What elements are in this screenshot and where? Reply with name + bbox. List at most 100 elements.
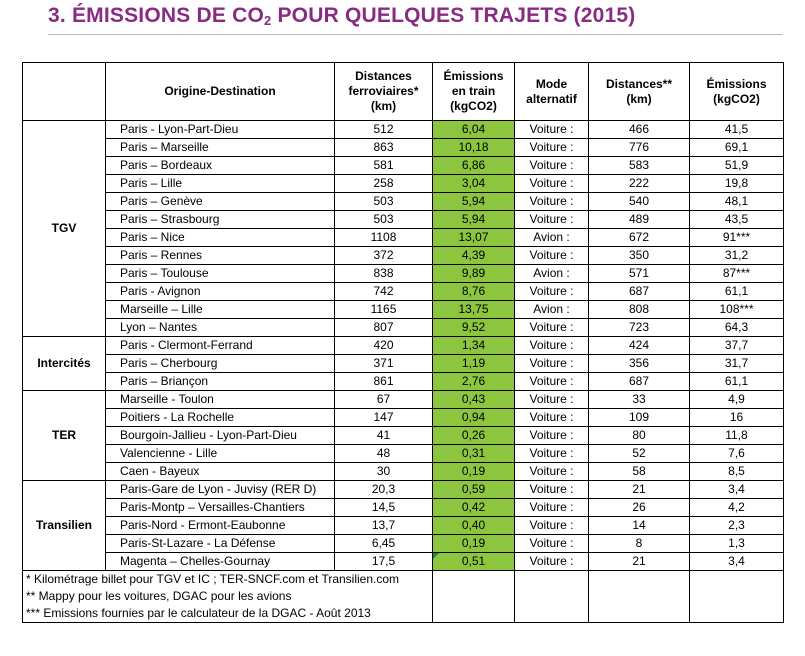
alt-emissions-cell: 64,3	[689, 318, 784, 337]
alt-mode-cell: Voiture :	[514, 462, 589, 481]
origin-destination-cell: Paris – Toulouse	[105, 264, 335, 283]
rail-distance-cell: 503	[334, 192, 433, 211]
origin-destination-cell: Marseille - Toulon	[105, 390, 335, 409]
alt-distance-cell: 808	[588, 300, 690, 319]
origin-destination-cell: Paris-Gare de Lyon - Juvisy (RER D)	[105, 480, 335, 499]
alt-distance-cell: 424	[588, 336, 690, 355]
header-alt-distance: Distances** (km)	[588, 62, 690, 121]
table-row: TGV Paris - Lyon-Part-Dieu 512 6,04 Voiture …	[22, 120, 784, 337]
origin-destination-cell: Paris – Marseille	[105, 138, 335, 157]
table-row: Paris – Lille 258 3,04 Voiture :222 19,8	[23, 174, 784, 193]
rail-distance-cell: 17,5	[334, 552, 433, 571]
alt-emissions-cell: 7,6	[689, 444, 784, 463]
origin-destination-cell: Paris - Clermont-Ferrand	[105, 336, 335, 355]
alt-distance-cell: 489	[588, 210, 690, 229]
table-row: Intercités Paris - Clermont-Ferrand 420 1,3…	[22, 336, 784, 391]
train-emissions-cell: 1,34	[432, 336, 515, 355]
alt-mode-cell: Voiture :	[514, 156, 589, 175]
alt-mode-cell: Avion :	[514, 264, 589, 283]
origin-destination-cell: Paris – Genève	[105, 192, 335, 211]
origin-destination-cell: Bourgoin-Jallieu - Lyon-Part-Dieu	[105, 426, 335, 445]
origin-destination-cell: Caen - Bayeux	[105, 462, 335, 481]
alt-emissions-cell: 69,1	[689, 138, 784, 157]
alt-emissions-cell: 48,1	[689, 192, 784, 211]
alt-distance-cell: 687	[588, 372, 690, 391]
alt-emissions-cell: 108***	[689, 300, 784, 319]
origin-destination-cell: Valencienne - Lille	[105, 444, 335, 463]
alt-distance-cell: 222	[588, 174, 690, 193]
alt-mode-cell: Voiture :	[514, 336, 589, 355]
rail-distance-cell: 838	[334, 264, 433, 283]
origin-destination-cell: Paris-St-Lazare - La Défense	[105, 534, 335, 553]
alt-mode-cell: Voiture :	[514, 516, 589, 535]
alt-distance-cell: 21	[588, 480, 690, 499]
origin-destination-cell: Paris-Montp – Versailles-Chantiers	[105, 498, 335, 517]
origin-destination-cell: Paris – Nice	[105, 228, 335, 247]
alt-mode-cell: Voiture :	[514, 318, 589, 337]
rail-distance-cell: 503	[334, 210, 433, 229]
alt-mode-cell: Voiture :	[514, 354, 589, 373]
origin-destination-cell: Paris - Avignon	[105, 282, 335, 301]
header-alt-emissions: Émissions (kgCO2)	[689, 62, 784, 121]
train-emissions-cell: 6,86	[432, 156, 515, 175]
table-row: Caen - Bayeux 30 0,19 Voiture :58 8,5	[23, 462, 784, 481]
alt-emissions-cell: 8,5	[689, 462, 784, 481]
alt-distance-cell: 52	[588, 444, 690, 463]
origin-destination-cell: Paris – Cherbourg	[105, 354, 335, 373]
alt-distance-cell: 26	[588, 498, 690, 517]
alt-distance-cell: 14	[588, 516, 690, 535]
rail-distance-cell: 147	[334, 408, 433, 427]
train-emissions-cell: 2,76	[432, 372, 515, 391]
header-train-emissions: Émissions en train (kgCO2)	[432, 62, 515, 121]
footnote-row: * Kilométrage billet pour TGV et IC ; TE…	[22, 570, 784, 588]
rail-distance-cell: 41	[334, 426, 433, 445]
table-row: Paris – Cherbourg 371 1,19 Voiture :356 31,7	[23, 354, 784, 373]
title-rule	[48, 34, 782, 35]
alt-distance-cell: 21	[588, 552, 690, 571]
header-origin-destination: Origine-Destination	[105, 62, 335, 121]
rail-distance-cell: 863	[334, 138, 433, 157]
alt-emissions-cell: 37,7	[689, 336, 784, 355]
rail-distance-cell: 512	[334, 120, 433, 139]
alt-distance-cell: 466	[588, 120, 690, 139]
title-prefix: 3. ÉMISSIONS DE CO	[48, 4, 264, 27]
alt-emissions-cell: 61,1	[689, 372, 784, 391]
train-emissions-cell: 3,04	[432, 174, 515, 193]
train-emissions-cell: 5,94	[432, 210, 515, 229]
rail-distance-cell: 861	[334, 372, 433, 391]
alt-mode-cell: Voiture :	[514, 426, 589, 445]
table-row: Paris-St-Lazare - La Défense 6,45 0,19 Voit…	[23, 534, 784, 553]
origin-destination-cell: Marseille – Lille	[105, 300, 335, 319]
train-emissions-cell: 13,07	[432, 228, 515, 247]
origin-destination-cell: Paris – Bordeaux	[105, 156, 335, 175]
rail-distance-cell: 420	[334, 336, 433, 355]
table-row: Paris – Rennes 372 4,39 Voiture :350 31,2	[23, 246, 784, 265]
category-cell: Transilien	[22, 480, 106, 571]
footnote-3: *** Emissions fournies par le calculateu…	[22, 605, 433, 623]
alt-emissions-cell: 43,5	[689, 210, 784, 229]
rail-distance-cell: 1165	[334, 300, 433, 319]
alt-emissions-cell: 4,2	[689, 498, 784, 517]
origin-destination-cell: Lyon – Nantes	[105, 318, 335, 337]
alt-distance-cell: 8	[588, 534, 690, 553]
table-row: Paris – Marseille 863 10,18 Voiture :776 69,…	[23, 138, 784, 157]
alt-mode-cell: Voiture :	[514, 498, 589, 517]
alt-mode-cell: Voiture :	[514, 138, 589, 157]
alt-mode-cell: Voiture :	[514, 372, 589, 391]
header-rail-distance: Distances ferroviaires* (km)	[334, 62, 433, 121]
origin-destination-cell: Poitiers - La Rochelle	[105, 408, 335, 427]
train-emissions-cell: 0,26	[432, 426, 515, 445]
table-row: Paris – Genève 503 5,94 Voiture :540 48,1	[23, 192, 784, 211]
alt-emissions-cell: 2,3	[689, 516, 784, 535]
table-row: Paris-Montp – Versailles-Chantiers 14,5 0,…	[23, 498, 784, 517]
alt-emissions-cell: 91***	[689, 228, 784, 247]
alt-emissions-cell: 1,3	[689, 534, 784, 553]
alt-mode-cell: Voiture :	[514, 408, 589, 427]
train-emissions-cell: 5,94	[432, 192, 515, 211]
table-row: Poitiers - La Rochelle 147 0,94 Voiture :10…	[23, 408, 784, 427]
train-emissions-cell: 0,59	[432, 480, 515, 499]
table-row: Valencienne - Lille 48 0,31 Voiture :52 7,6	[23, 444, 784, 463]
footnote-1: * Kilométrage billet pour TGV et IC ; TE…	[22, 570, 433, 588]
alt-distance-cell: 672	[588, 228, 690, 247]
train-emissions-cell: 9,89	[432, 264, 515, 283]
